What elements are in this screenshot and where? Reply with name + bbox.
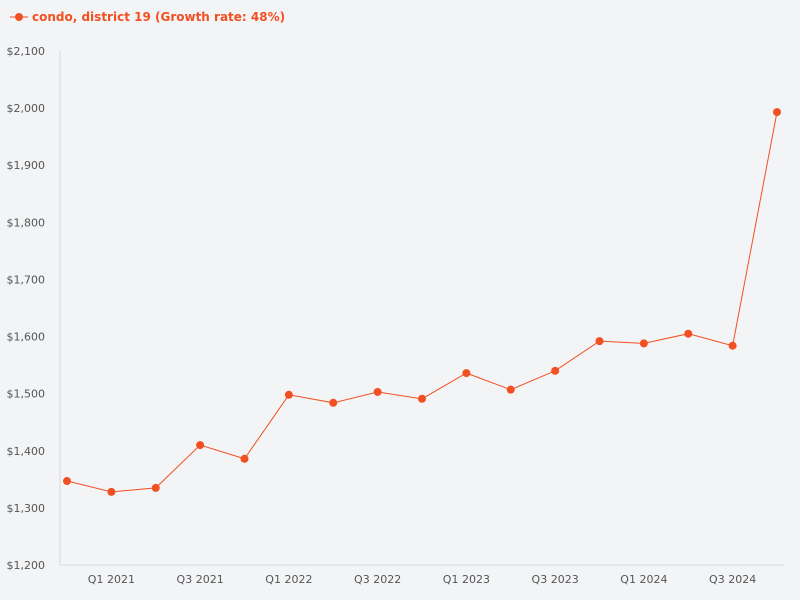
data-point (196, 441, 205, 450)
data-point (462, 369, 471, 378)
y-tick-label: $2,000 (7, 102, 46, 115)
y-tick-label: $1,200 (7, 559, 46, 572)
data-point (284, 390, 293, 399)
y-tick-label: $1,700 (7, 273, 46, 286)
x-tick-label: Q3 2023 (532, 573, 579, 586)
data-point (551, 366, 560, 375)
x-tick-label: Q3 2021 (177, 573, 224, 586)
x-tick-label: Q1 2024 (620, 573, 667, 586)
y-tick-label: $1,600 (7, 331, 46, 344)
data-point (773, 108, 781, 117)
data-point (373, 387, 382, 396)
data-point (506, 385, 515, 394)
data-point (418, 394, 426, 403)
x-tick-label: Q3 2024 (709, 573, 756, 586)
y-tick-label: $1,800 (7, 216, 46, 229)
x-tick-label: Q1 2023 (443, 573, 490, 586)
legend-line-marker-icon (10, 13, 28, 21)
data-point (240, 454, 249, 463)
data-point (329, 398, 338, 407)
x-tick-label: Q1 2022 (265, 573, 312, 586)
series-line (66, 112, 778, 493)
data-point (639, 339, 648, 348)
y-tick-label: $1,500 (7, 388, 46, 401)
y-tick-label: $2,100 (7, 45, 46, 58)
x-tick-label: Q1 2021 (88, 573, 135, 586)
data-point (595, 337, 604, 346)
y-tick-label: $1,300 (7, 502, 46, 515)
data-point (63, 477, 71, 486)
legend[interactable]: condo, district 19 (Growth rate: 48%) (10, 9, 285, 25)
x-tick-label: Q3 2022 (354, 573, 401, 586)
data-point (684, 329, 693, 338)
y-tick-label: $1,400 (7, 445, 46, 458)
legend-label: condo, district 19 (Growth rate: 48%) (32, 10, 286, 24)
y-tick-label: $1,900 (7, 159, 46, 172)
data-point (728, 341, 737, 350)
data-point (151, 483, 160, 492)
data-point (107, 487, 116, 496)
